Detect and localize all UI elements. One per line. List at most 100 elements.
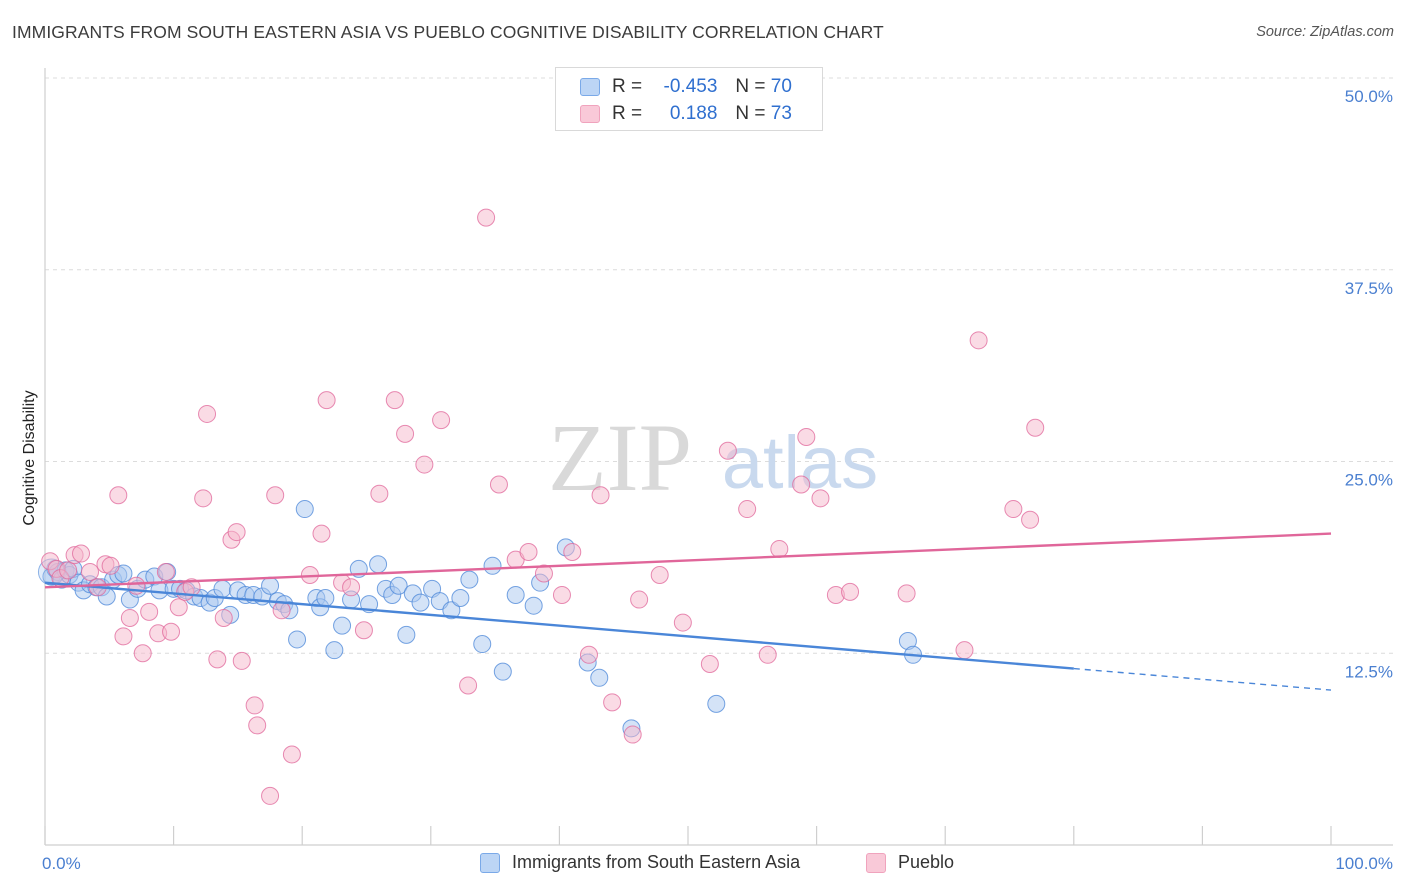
data-point xyxy=(397,625,416,644)
data-point xyxy=(563,543,582,562)
data-point xyxy=(770,539,789,558)
data-point xyxy=(232,651,251,670)
data-point xyxy=(317,391,336,410)
data-point xyxy=(483,556,502,575)
legend-n-label: N = xyxy=(735,103,766,124)
data-point xyxy=(101,556,120,575)
data-point xyxy=(208,650,227,669)
series-legend-pueblo: Pueblo xyxy=(866,852,954,873)
data-point xyxy=(72,544,91,563)
data-point xyxy=(325,641,344,660)
data-point xyxy=(261,786,280,805)
data-point xyxy=(451,589,470,608)
source-label: Source: ZipAtlas.com xyxy=(1256,24,1394,40)
data-point xyxy=(385,391,404,410)
legend-r-value-sea: -0.453 xyxy=(663,76,718,97)
data-point xyxy=(955,641,974,660)
data-point xyxy=(797,427,816,446)
trend-line-solid xyxy=(44,581,1074,670)
series-legend-sea: Immigrants from South Eastern Asia xyxy=(480,852,800,873)
data-point xyxy=(673,613,692,632)
data-point xyxy=(477,208,496,227)
data-point xyxy=(519,543,538,562)
legend-n-label: N = xyxy=(735,76,766,97)
data-point xyxy=(459,676,478,695)
data-point xyxy=(213,579,232,598)
data-point xyxy=(370,484,389,503)
data-point xyxy=(342,578,361,597)
data-point xyxy=(524,596,543,615)
data-point xyxy=(266,486,285,505)
y-tick-label: 50.0% xyxy=(1345,87,1393,106)
data-point xyxy=(369,555,388,574)
data-point xyxy=(579,645,598,664)
data-point xyxy=(245,696,264,715)
data-point xyxy=(1021,510,1040,529)
data-point xyxy=(489,475,508,494)
y-tick-label: 25.0% xyxy=(1345,471,1393,490)
data-point xyxy=(411,593,430,612)
legend-swatch-pueblo xyxy=(580,105,600,123)
data-point xyxy=(718,441,737,460)
data-point xyxy=(415,455,434,474)
data-point xyxy=(650,566,669,585)
legend-row-pueblo: R = 0.188 N = 73 xyxy=(580,103,792,125)
y-axis-label: Cognitive Disability xyxy=(21,390,38,525)
legend-n-value-sea: 70 xyxy=(770,76,792,97)
y-tick-labels: 12.5% 25.0% 37.5% 50.0% xyxy=(1345,87,1393,681)
data-point xyxy=(81,562,100,581)
data-point xyxy=(312,524,331,543)
data-point xyxy=(1026,418,1045,437)
data-point xyxy=(897,584,916,603)
data-point xyxy=(282,745,301,764)
x-tick-label-min: 0.0% xyxy=(42,854,81,873)
data-point xyxy=(162,622,181,641)
data-point xyxy=(442,601,461,620)
data-point xyxy=(473,635,492,654)
data-point xyxy=(261,576,280,595)
y-tick-label: 37.5% xyxy=(1345,279,1393,298)
trend-line-dashed xyxy=(1073,667,1332,691)
data-point xyxy=(389,576,408,595)
data-point xyxy=(758,645,777,664)
data-point xyxy=(156,562,175,581)
data-point xyxy=(169,598,188,617)
data-point xyxy=(811,489,830,508)
series-legend-swatch-sea xyxy=(480,852,500,873)
data-point xyxy=(506,585,525,604)
data-point xyxy=(295,500,314,519)
legend-box: R = -0.453 N = 70 R = 0.188 N = 73 xyxy=(555,67,823,131)
data-point xyxy=(552,585,571,604)
data-point xyxy=(590,668,609,687)
series-legend-swatch-pueblo xyxy=(866,852,886,873)
data-point xyxy=(114,627,133,646)
data-point xyxy=(109,486,128,505)
data-point xyxy=(1004,500,1023,519)
data-point xyxy=(272,601,291,620)
data-point xyxy=(396,424,415,443)
watermark-zip: ZIP xyxy=(548,404,692,511)
data-point xyxy=(133,644,152,663)
data-point xyxy=(623,725,642,744)
data-point xyxy=(120,608,139,627)
y-tick-label: 12.5% xyxy=(1345,662,1393,681)
data-point xyxy=(248,716,267,735)
trend-line-solid xyxy=(44,532,1332,589)
series-legend-label-pueblo: Pueblo xyxy=(898,852,955,872)
legend-r-label: R = xyxy=(612,76,643,97)
data-point xyxy=(198,404,217,423)
data-point xyxy=(738,500,757,519)
data-point xyxy=(707,694,726,713)
data-point xyxy=(969,331,988,350)
x-tick-label-max: 100.0% xyxy=(1335,854,1393,873)
data-point xyxy=(700,654,719,673)
data-point xyxy=(460,570,479,589)
data-point xyxy=(630,590,649,609)
legend-swatch-sea xyxy=(580,78,600,96)
data-point xyxy=(59,561,78,580)
data-point xyxy=(333,616,352,635)
data-point xyxy=(792,475,811,494)
legend-row-sea: R = -0.453 N = 70 xyxy=(580,76,792,98)
axes xyxy=(44,68,1393,846)
series-legend: Immigrants from South Eastern Asia Puebl… xyxy=(0,852,1406,878)
